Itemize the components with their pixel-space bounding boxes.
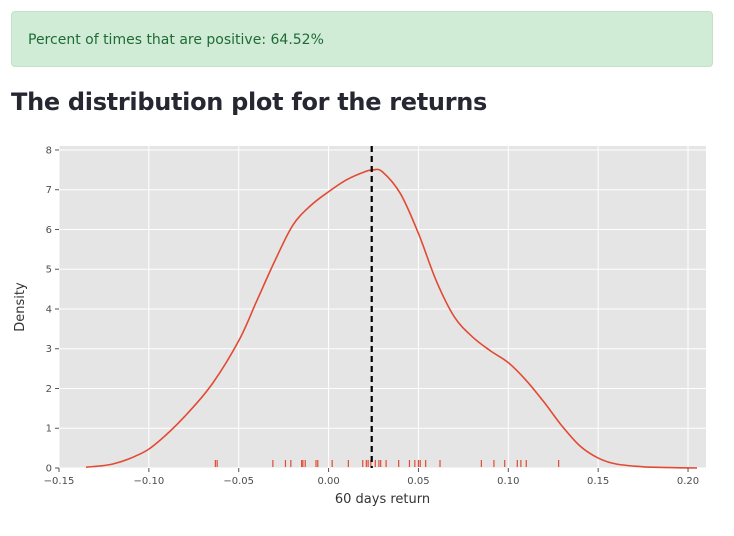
page-heading: The distribution plot for the returns: [11, 88, 488, 116]
y-tick-label: 5: [46, 265, 52, 276]
distribution-chart: −0.15 −0.10 −0.05 0.00 0.05 0.10 0.15 0.20 0 1 2 3 4…: [13, 145, 706, 507]
x-tick-label: −0.05: [223, 476, 254, 487]
y-tick-label: 1: [46, 424, 52, 435]
x-tick-label: −0.15: [44, 476, 75, 487]
alert-text: Percent of times that are positive: 64.5…: [28, 32, 324, 48]
x-tick-label: 0.10: [497, 476, 519, 487]
x-tick-label: 0.15: [587, 476, 609, 487]
x-tick-label: 0.20: [677, 476, 699, 487]
kde-density-curve: [85, 168, 698, 469]
x-tick-label: 0.00: [317, 476, 339, 487]
y-tick-label: 6: [46, 225, 52, 236]
rug-plot: [214, 460, 560, 467]
axes: −0.15 −0.10 −0.05 0.00 0.05 0.10 0.15 0.20 0 1 2 3 4…: [44, 145, 699, 487]
y-tick-label: 7: [46, 185, 52, 196]
y-tick-label: 8: [46, 145, 52, 156]
grid-lines: [58, 146, 706, 469]
success-alert: Percent of times that are positive: 64.5…: [11, 11, 713, 67]
y-tick-label: 2: [46, 384, 52, 395]
x-tick-label: −0.10: [134, 476, 165, 487]
plot-background: [59, 146, 706, 468]
x-tick-label: 0.05: [407, 476, 429, 487]
y-tick-label: 3: [46, 344, 52, 355]
x-axis-label: 60 days return: [335, 492, 430, 507]
y-tick-label: 4: [46, 304, 52, 315]
y-axis-label: Density: [13, 282, 28, 332]
y-tick-label: 0: [46, 464, 52, 475]
